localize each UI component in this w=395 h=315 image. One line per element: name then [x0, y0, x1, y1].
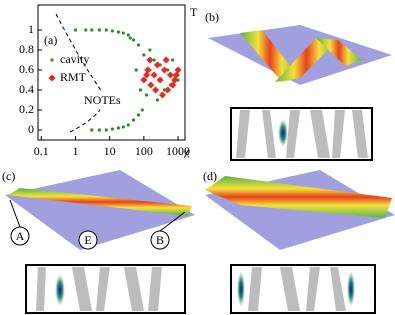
- wave-blob: [347, 271, 355, 307]
- point: [156, 76, 164, 84]
- inset: [230, 107, 373, 161]
- point: [172, 71, 180, 79]
- y-tick-label: 0.8: [19, 42, 34, 56]
- point: [158, 91, 166, 99]
- x-tick-label: 1: [72, 144, 78, 158]
- point: [134, 68, 138, 72]
- plot-frame: [37, 4, 186, 141]
- ridge: [275, 38, 338, 82]
- point: [73, 28, 78, 32]
- legend-label: RMT: [60, 70, 87, 84]
- marker-pointer: [9, 199, 21, 228]
- point: [169, 81, 177, 89]
- panel-label: (d): [203, 169, 217, 183]
- marker-label: E: [84, 233, 91, 247]
- annotation: NOTEs: [84, 93, 121, 107]
- marker-circle: [78, 230, 98, 250]
- point: [136, 43, 141, 47]
- point: [147, 81, 155, 89]
- point: [142, 53, 146, 57]
- point: [166, 71, 174, 79]
- point: [126, 33, 130, 37]
- point: [138, 88, 143, 92]
- x-tick-label: 1000: [166, 144, 190, 158]
- ridge: [8, 188, 192, 216]
- point: [144, 93, 149, 97]
- ridge: [240, 30, 300, 82]
- marker-label: A: [16, 229, 25, 243]
- surface: [5, 170, 195, 250]
- point: [121, 125, 125, 129]
- point: [90, 128, 94, 132]
- legend-swatch: [50, 58, 54, 62]
- inset-stripes: [36, 267, 162, 311]
- y-tick-label: 0.4: [19, 82, 34, 96]
- annotation-line: [55, 13, 103, 93]
- wave-blob: [278, 119, 288, 147]
- point: [116, 30, 120, 34]
- point: [150, 71, 158, 79]
- point: [146, 56, 154, 64]
- y-axis-label: T: [190, 5, 198, 19]
- point: [144, 66, 152, 74]
- wave-blob: [237, 271, 245, 307]
- y-tick-label: 1: [28, 22, 34, 36]
- point: [160, 66, 168, 74]
- point: [84, 28, 88, 32]
- point: [162, 56, 170, 64]
- point: [104, 28, 108, 32]
- legend-label: cavity: [60, 52, 89, 66]
- point: [104, 128, 108, 132]
- point: [97, 128, 101, 132]
- point: [136, 113, 141, 117]
- x-tick-label: 100: [135, 144, 153, 158]
- point: [153, 61, 161, 69]
- inset-stripes: [248, 267, 346, 311]
- legend-swatch: [48, 74, 56, 82]
- point: [152, 58, 156, 62]
- point: [164, 86, 172, 94]
- x-tick-label: 10: [104, 144, 116, 158]
- point: [116, 126, 120, 130]
- panel-label: (c): [2, 169, 15, 183]
- point: [110, 29, 114, 33]
- point: [131, 38, 136, 42]
- point: [131, 118, 136, 122]
- point: [155, 98, 160, 102]
- point: [143, 71, 151, 79]
- inset-stripes: [236, 110, 368, 158]
- wave-blob: [55, 274, 65, 306]
- ridge: [316, 38, 362, 66]
- point: [126, 123, 130, 127]
- ridge: [205, 176, 392, 218]
- y-tick-label: 0: [28, 122, 34, 136]
- point: [97, 28, 101, 32]
- x-axis-label: χ: [183, 144, 190, 158]
- panel-label: (a): [44, 33, 57, 47]
- point: [121, 31, 125, 35]
- point: [128, 36, 132, 40]
- point: [152, 86, 160, 94]
- point: [90, 28, 94, 32]
- annotation-line: [69, 109, 101, 133]
- marker-pointer: [159, 211, 186, 232]
- y-tick-label: 0.2: [19, 102, 34, 116]
- panel-label: (b): [205, 10, 219, 24]
- x-tick-label: 0.1: [34, 144, 49, 158]
- point: [110, 127, 114, 131]
- point: [148, 48, 152, 52]
- marker-label: B: [156, 233, 164, 247]
- point: [140, 108, 144, 112]
- point: [171, 58, 175, 62]
- y-tick-label: 0.6: [19, 62, 34, 76]
- point: [140, 76, 148, 84]
